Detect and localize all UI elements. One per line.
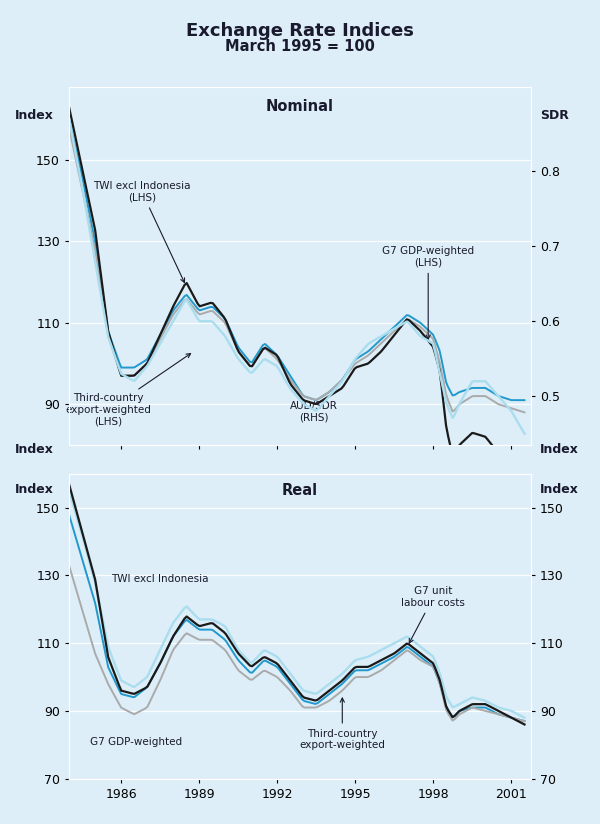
- Text: Third-country
export-weighted
(LHS): Third-country export-weighted (LHS): [65, 353, 191, 427]
- Text: Nominal: Nominal: [266, 99, 334, 114]
- Text: TWI excl Indonesia
(LHS): TWI excl Indonesia (LHS): [93, 181, 191, 283]
- Text: Index: Index: [15, 109, 54, 122]
- Text: Index: Index: [15, 442, 54, 456]
- Text: G7 unit
labour costs: G7 unit labour costs: [401, 587, 466, 643]
- Text: March 1995 = 100: March 1995 = 100: [225, 39, 375, 54]
- Text: Third-country
export-weighted: Third-country export-weighted: [299, 698, 385, 750]
- Text: SDR: SDR: [540, 109, 569, 122]
- Text: Exchange Rate Indices: Exchange Rate Indices: [186, 22, 414, 40]
- Text: Index: Index: [15, 483, 54, 495]
- Text: AUD/SDR
(RHS): AUD/SDR (RHS): [290, 401, 338, 423]
- Text: TWI excl Indonesia: TWI excl Indonesia: [112, 574, 209, 584]
- Text: G7 GDP-weighted: G7 GDP-weighted: [90, 737, 182, 747]
- Text: G7 GDP-weighted
(LHS): G7 GDP-weighted (LHS): [382, 246, 474, 339]
- Text: Real: Real: [282, 483, 318, 498]
- Text: Index: Index: [540, 442, 579, 456]
- Text: Index: Index: [540, 483, 579, 495]
